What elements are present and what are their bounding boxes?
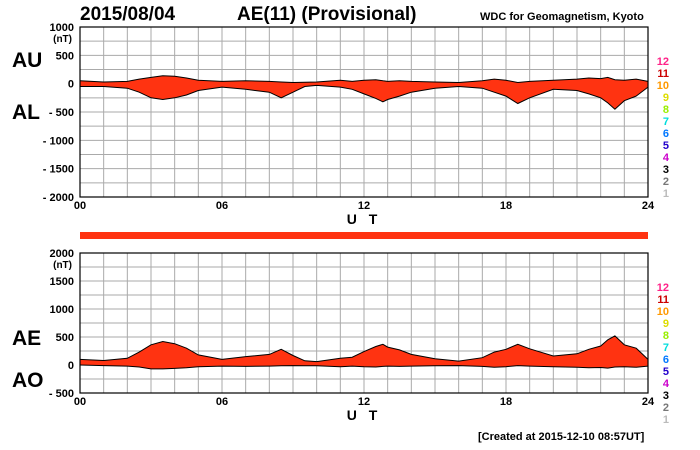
x-tick-label: 24	[642, 396, 655, 408]
y-tick-label: - 1500	[43, 164, 74, 176]
legend-item: 7	[663, 116, 669, 128]
legend-item: 9	[663, 318, 669, 330]
x-axis-label: U T	[347, 211, 382, 227]
legend-item: 10	[657, 306, 669, 318]
series-lower-line	[79, 364, 649, 370]
legend-item: 12	[657, 56, 669, 68]
y-tick-label: 0	[68, 360, 74, 372]
y-tick-label: 1500	[50, 276, 74, 288]
y-tick-label: 500	[56, 332, 74, 344]
series-area-1	[80, 75, 648, 110]
x-tick-label: 00	[74, 396, 86, 408]
plot-frame	[79, 26, 649, 198]
legend-item: 6	[663, 354, 669, 366]
x-tick-label: 12	[358, 200, 370, 212]
legend-item: 1	[663, 188, 669, 200]
x-tick-label: 18	[500, 200, 512, 212]
ao-label: AO	[12, 369, 44, 392]
legend-item: 8	[663, 330, 669, 342]
ae-label: AE	[12, 327, 42, 350]
series-upper-line	[79, 335, 649, 363]
legend-item: 1	[663, 414, 669, 426]
y-tick-label: 1000	[50, 304, 74, 316]
y-tick-label: - 500	[49, 107, 74, 119]
legend-item: 5	[663, 366, 669, 378]
chart-title: AE(11) (Provisional)	[237, 4, 417, 25]
created-timestamp: [Created at 2015-12-10 08:57UT]	[478, 431, 645, 443]
y-unit-label: (nT)	[53, 260, 72, 271]
series-upper-line	[79, 75, 649, 84]
legend-item: 2	[663, 176, 669, 188]
legend-item: 4	[663, 378, 670, 390]
au-label: AU	[12, 49, 43, 72]
legend-item: 12	[657, 282, 669, 294]
y-unit-label: (nT)	[53, 34, 72, 45]
y-tick-label: 2000	[50, 248, 74, 260]
legend-item: 5	[663, 140, 669, 152]
organization-label: WDC for Geomagnetism, Kyoto	[480, 11, 644, 23]
y-tick-label: - 1000	[43, 135, 74, 147]
al-label: AL	[12, 101, 40, 124]
plot-frame	[79, 252, 649, 394]
separator-bar	[80, 232, 648, 239]
x-tick-label: 06	[216, 200, 228, 212]
legend-item: 8	[663, 104, 669, 116]
legend-item: 11	[657, 294, 669, 306]
legend-item: 2	[663, 402, 669, 414]
legend-item: 6	[663, 128, 669, 140]
panel-2	[79, 252, 649, 394]
legend-item: 10	[657, 80, 669, 92]
x-tick-label: 00	[74, 200, 86, 212]
legend-item: 7	[663, 342, 669, 354]
series-lower-line	[80, 84, 649, 110]
x-tick-label: 12	[358, 396, 370, 408]
x-tick-label: 18	[500, 396, 512, 408]
legend-item: 3	[663, 164, 669, 176]
y-tick-label: - 500	[49, 388, 74, 400]
panel-1	[79, 26, 649, 198]
date-title: 2015/08/04	[80, 4, 176, 25]
series-area-2	[80, 335, 648, 369]
y-tick-label: - 2000	[43, 192, 74, 204]
y-tick-label: 500	[56, 50, 74, 62]
legend-item: 4	[663, 152, 670, 164]
legend-item: 9	[663, 92, 669, 104]
x-tick-label: 24	[642, 200, 655, 212]
legend-item: 11	[657, 68, 669, 80]
legend-item: 3	[663, 390, 669, 402]
y-tick-label: 1000	[50, 22, 74, 34]
x-tick-label: 06	[216, 396, 228, 408]
x-axis-label: U T	[347, 407, 382, 423]
y-tick-label: 0	[68, 79, 74, 91]
